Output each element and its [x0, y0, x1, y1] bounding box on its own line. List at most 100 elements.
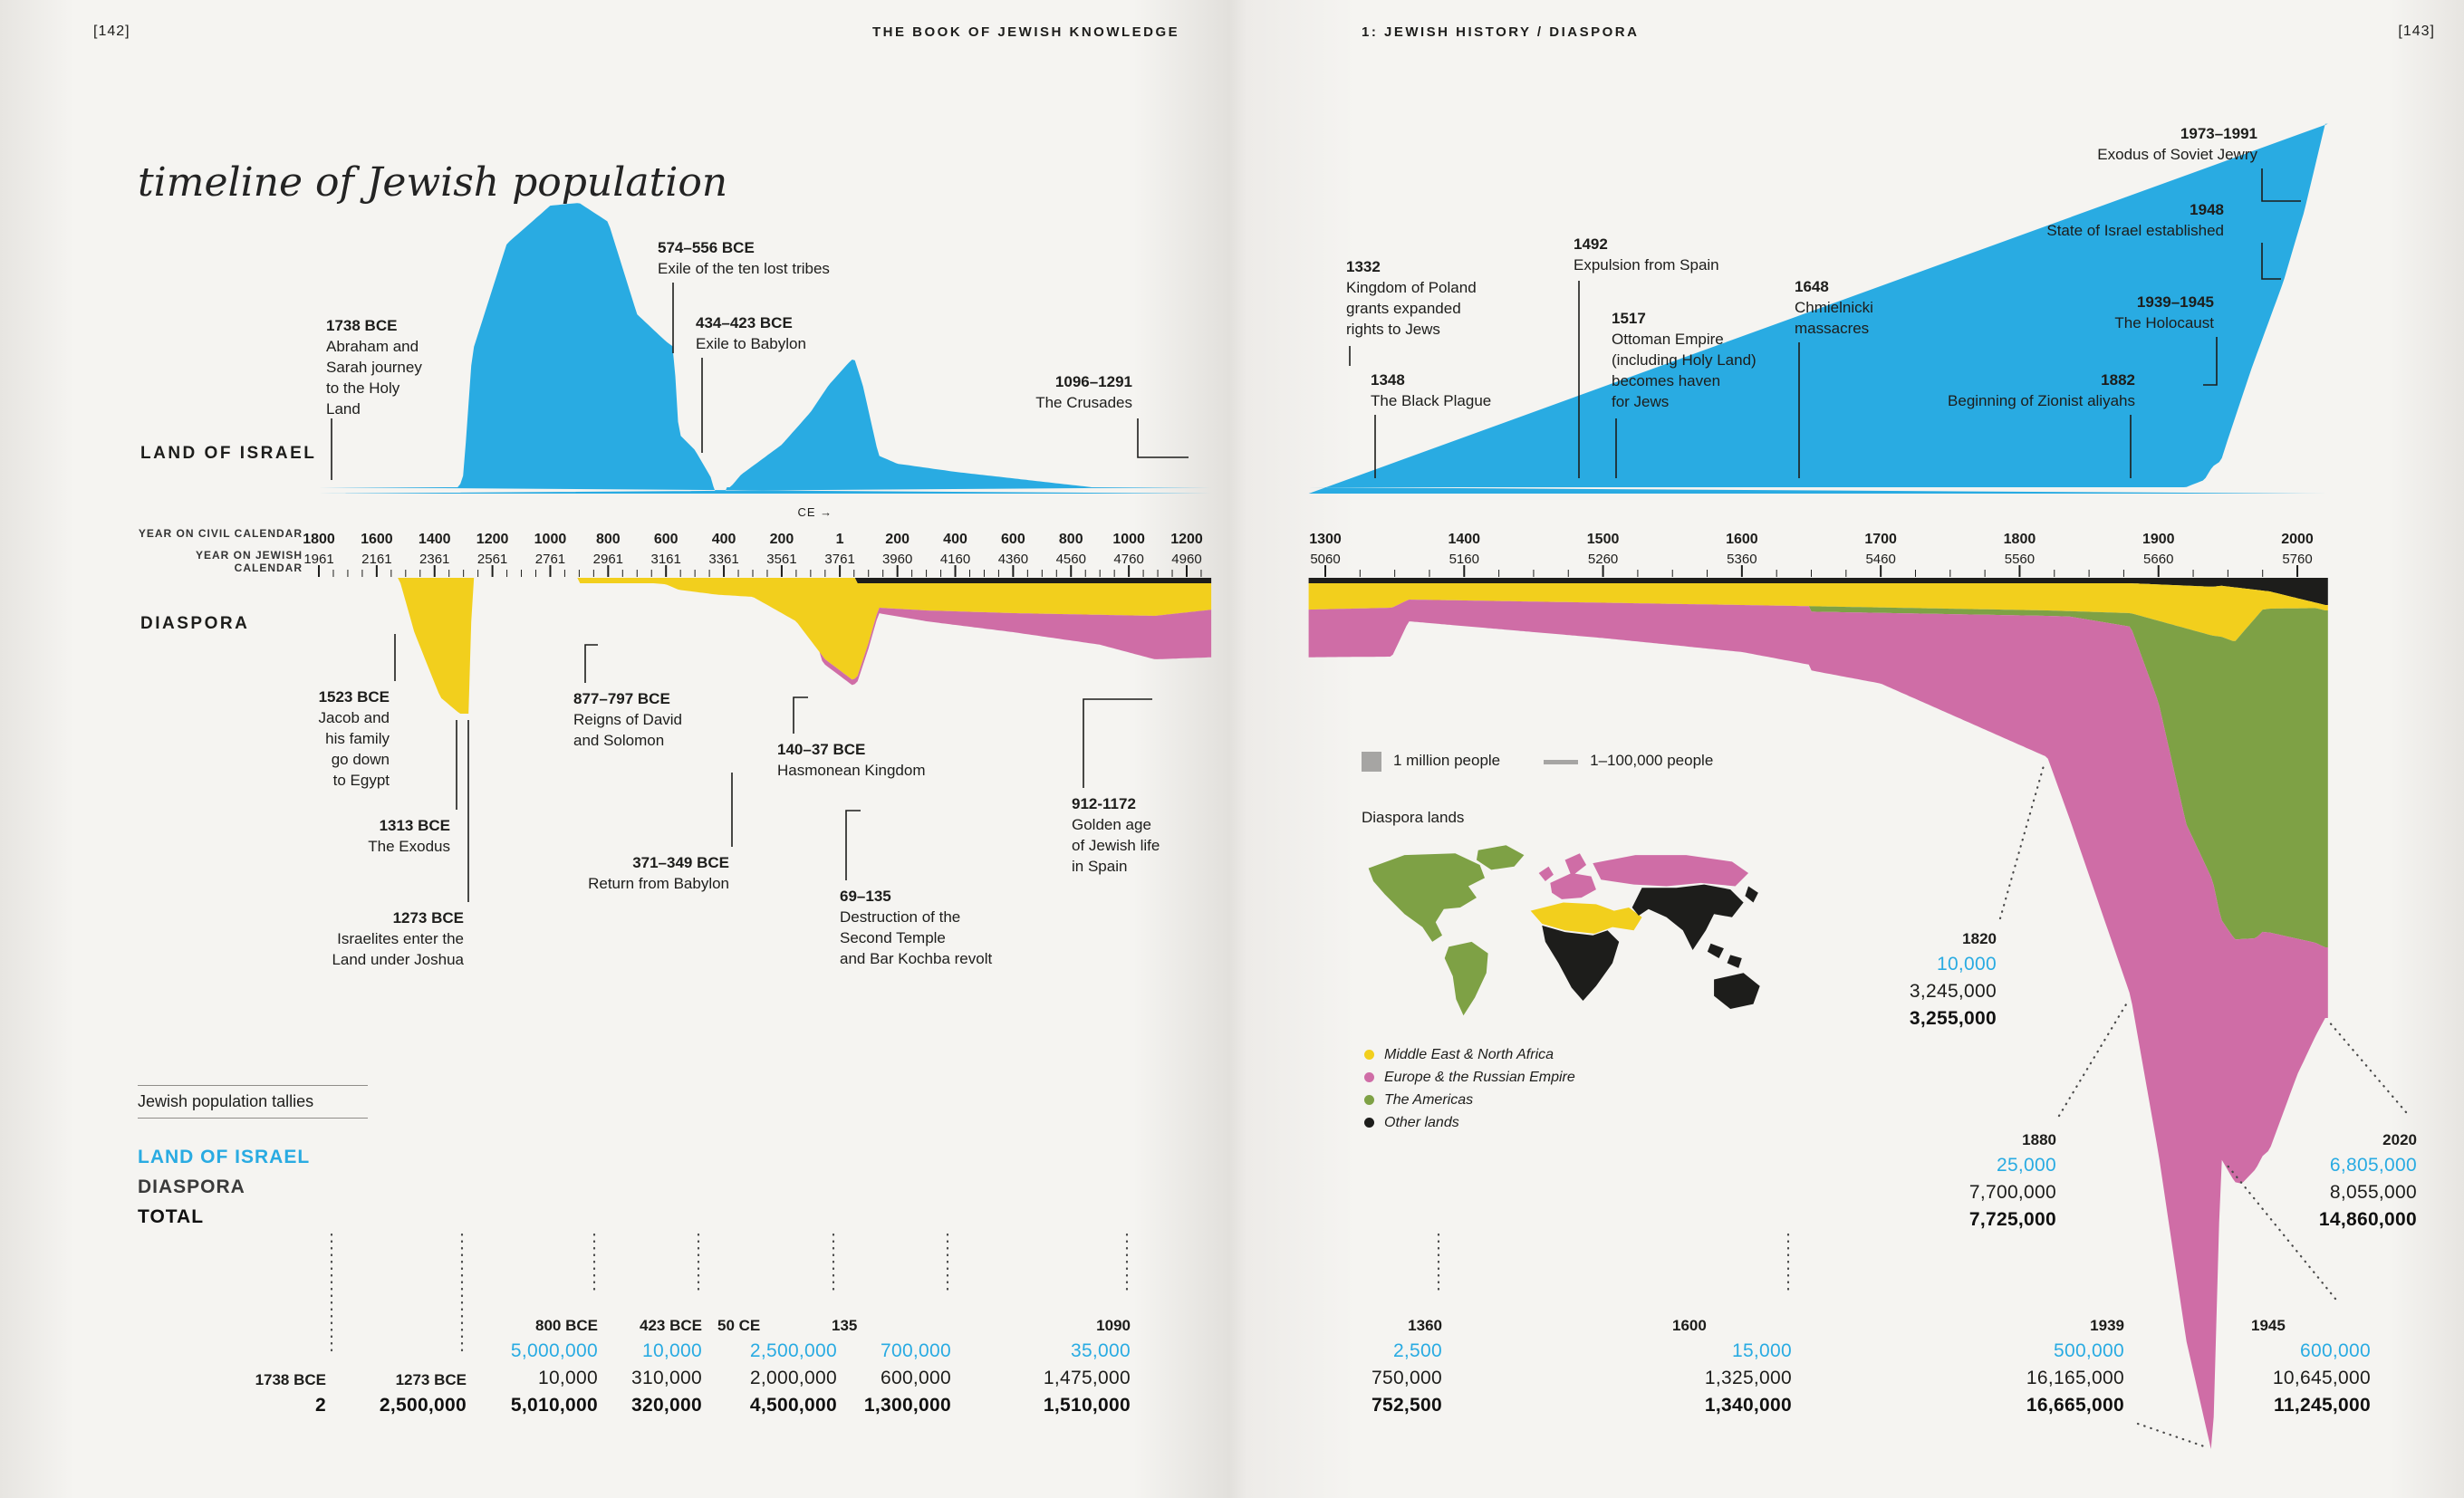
tally-column-1939: 1939 500,000 16,165,000 16,665,000 [2005, 1314, 2124, 1419]
annotation-text-line: Israelites enter the [337, 930, 464, 947]
chart-areas [319, 123, 2328, 1449]
annotation-text-line: (including Holy Land) [1612, 351, 1757, 369]
annotation-1523-bce: 1523 BCE Jacob and his family go down to Egy… [319, 687, 390, 791]
annotation-text-line: The Crusades [1035, 394, 1132, 411]
civil-year-tick-label: 1200 [476, 532, 509, 547]
annotation-text-line: and Solomon [573, 732, 665, 749]
annotation-1973-1991: 1973–1991 Exodus of Soviet Jewry [2097, 123, 2257, 165]
leader-line [1083, 698, 1152, 788]
annotation-text-line: Beginning of Zionist aliyahs [1948, 392, 2135, 409]
jewish-year-tick-label: 3561 [766, 552, 796, 567]
annotation-text-line: Hasmonean Kingdom [777, 762, 926, 779]
civil-year-tick-label: 600 [1001, 532, 1025, 547]
civil-year-tick-label: 1200 [1170, 532, 1203, 547]
tally-total-value: 320,000 [630, 1395, 702, 1416]
annotation-text-line: rights to Jews [1346, 321, 1440, 338]
world-map-svg [1368, 845, 1760, 1016]
tally-diaspora-value: 1,325,000 [1704, 1368, 1792, 1388]
jewish-year-tick-label: 3960 [882, 552, 912, 567]
ce-era-marker: CE → [797, 505, 833, 519]
region-color-dot-icon [1364, 1050, 1374, 1060]
tally-column-50-ce: 50 CE 2,500,000 2,000,000 4,500,000 [717, 1314, 837, 1419]
civil-year-tick-label: 1000 [1112, 532, 1145, 547]
tally-column-2020: 2020 6,805,000 8,055,000 14,860,000 [2297, 1128, 2417, 1234]
tally-diaspora-value: 7,700,000 [1968, 1182, 2056, 1203]
tally-total-value: 4,500,000 [749, 1395, 837, 1416]
jewish-calendar-axis-label: YEAR ON JEWISH CALENDAR [195, 549, 303, 574]
tally-diaspora-value: 750,000 [1371, 1368, 1442, 1388]
tally-total-value: 752,500 [1371, 1395, 1442, 1416]
tally-total-value: 2 [315, 1395, 326, 1416]
annotation-text-line: Expulsion from Spain [1574, 256, 1719, 274]
annotation-year: 574–556 BCE [658, 239, 755, 256]
tally-column-423-bce: 423 BCE 10,000 310,000 320,000 [582, 1314, 702, 1419]
civil-year-tick-label: 1400 [1448, 532, 1480, 547]
annotation-year: 1096–1291 [1054, 373, 1132, 390]
diaspora-area-other-lands [319, 578, 1212, 583]
civil-year-tick-label: 1500 [1587, 532, 1620, 547]
annotation-1273-bce: 1273 BCE Israelites enter the Land under J… [332, 907, 464, 970]
map-russia [1593, 855, 1749, 887]
annotation-text-line: Second Temple [840, 929, 946, 946]
map-uk [1538, 866, 1554, 882]
civil-year-tick-label: 1400 [419, 532, 451, 547]
tally-year-label: 423 BCE [640, 1317, 702, 1334]
tally-diaspora-value: 310,000 [630, 1368, 702, 1388]
annotation-text-line: Destruction of the [840, 908, 961, 926]
civil-year-tick-label: 1700 [1864, 532, 1897, 547]
leader-line [1137, 418, 1189, 458]
annotation-1882: 1882 Beginning of Zionist aliyahs [1948, 370, 2135, 411]
annotation-371-349-bce: 371–349 BCE Return from Babylon [588, 852, 729, 894]
tally-land-of-israel-value: 15,000 [1731, 1340, 1792, 1361]
annotation-1939-1945: 1939–1945 The Holocaust [2114, 292, 2214, 333]
annotation-year: 1517 [1612, 310, 1646, 327]
tally-marker [2057, 998, 2131, 1118]
annotation-text-line: Land under Joshua [332, 951, 464, 968]
annotation-text-line: Exile to Babylon [696, 335, 806, 352]
annotation-year: 1648 [1795, 278, 1829, 295]
region-color-dot-icon [1364, 1095, 1374, 1105]
leader-line [793, 696, 808, 734]
civil-year-tick-label: 800 [596, 532, 621, 547]
jewish-year-tick-label: 3161 [651, 552, 681, 567]
annotation-year: 1492 [1574, 235, 1608, 253]
tally-land-of-israel-value: 600,000 [2299, 1340, 2371, 1361]
tally-leader-dots [330, 761, 2408, 1449]
tally-marker [1998, 761, 2046, 920]
tally-total-value: 1,300,000 [863, 1395, 951, 1416]
civil-year-tick-label: 1000 [534, 532, 567, 547]
civil-calendar-axis-label: YEAR ON CIVIL CALENDAR [138, 527, 303, 540]
civil-year-tick-label: 400 [712, 532, 736, 547]
tally-land-of-israel-value: 6,805,000 [2329, 1155, 2417, 1176]
small-legend-label: 1–100,000 people [1590, 752, 1714, 769]
jewish-year-tick-label: 3761 [824, 552, 854, 567]
tally-year-label: 2020 [2382, 1131, 2417, 1148]
annotation-1332: 1332 Kingdom of Poland grants expanded righ… [1346, 256, 1477, 340]
annotation-1492: 1492 Expulsion from Spain [1574, 234, 1719, 275]
annotation-574-556-bce: 574–556 BCE Exile of the ten lost tribes [658, 237, 830, 279]
jewish-year-tick-label: 3361 [708, 552, 738, 567]
annotation-text-line: his family [325, 730, 390, 747]
annotation-text-line: Kingdom of Poland [1346, 279, 1477, 296]
tally-year-label: 1600 [1672, 1317, 1707, 1334]
civil-year-tick-label: 200 [770, 532, 794, 547]
tally-year-label: 1945 [2251, 1317, 2286, 1334]
civil-year-tick-label: 600 [654, 532, 679, 547]
tally-year-label: 135 [832, 1317, 858, 1334]
diaspora-area-middle-east-north-africa [1308, 583, 2328, 641]
tally-year-label: 1939 [2090, 1317, 2124, 1334]
page-title: timeline of Jewish population [138, 159, 728, 206]
tally-land-of-israel-value: 500,000 [2053, 1340, 2124, 1361]
annotation-877-797-bce: 877–797 BCE Reigns of David and Solomon [573, 688, 682, 751]
million-square-icon [1362, 752, 1381, 772]
annotation-1738-bce: 1738 BCE Abraham and Sarah journey to the H… [326, 315, 422, 419]
civil-year-tick-label: 1600 [361, 532, 393, 547]
land-of-israel-label: LAND OF ISRAEL [140, 444, 317, 463]
left-folio: [142] [93, 24, 130, 39]
annotation-year: 371–349 BCE [632, 854, 729, 871]
tally-year-label: 800 BCE [535, 1317, 598, 1334]
civil-year-tick-label: 1900 [2142, 532, 2175, 547]
tally-land-of-israel-value: 35,000 [1070, 1340, 1131, 1361]
annotation-text-line: Golden age [1072, 816, 1151, 833]
annotation-year: 1948 [2190, 201, 2224, 218]
